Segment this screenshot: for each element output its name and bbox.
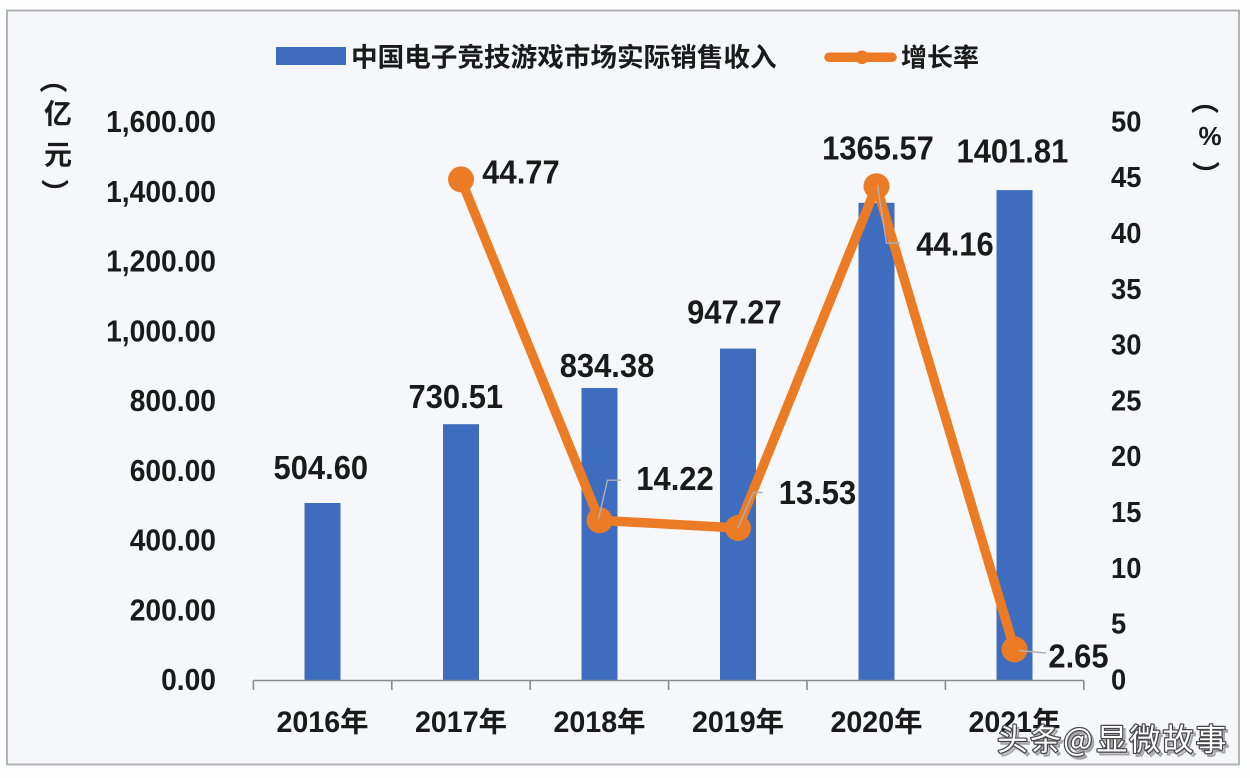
svg-text:13.53: 13.53 [779, 474, 856, 511]
svg-text:2.65: 2.65 [1048, 638, 1108, 675]
svg-text:947.27: 947.27 [687, 294, 782, 331]
svg-text:35: 35 [1111, 274, 1141, 306]
svg-text:45: 45 [1111, 162, 1141, 194]
svg-text:1,400.00: 1,400.00 [106, 175, 216, 209]
svg-text:1,200.00: 1,200.00 [106, 245, 216, 279]
svg-text:800.00: 800.00 [130, 384, 216, 418]
svg-text:1,600.00: 1,600.00 [106, 105, 216, 139]
svg-text:2017: 2017 [415, 706, 479, 739]
svg-text:44.77: 44.77 [482, 154, 559, 191]
svg-text:40: 40 [1111, 218, 1141, 250]
svg-text:2018: 2018 [554, 706, 618, 739]
svg-text:%: % [1198, 121, 1221, 151]
svg-text:2019: 2019 [692, 706, 756, 739]
svg-text:600.00: 600.00 [130, 454, 216, 488]
svg-text:0.00: 0.00 [161, 663, 216, 697]
svg-text:504.60: 504.60 [274, 449, 369, 486]
svg-text:5: 5 [1111, 609, 1126, 641]
svg-text:2020: 2020 [831, 706, 895, 739]
svg-text:30: 30 [1111, 330, 1141, 362]
svg-text:1365.57: 1365.57 [822, 129, 934, 166]
svg-text:200.00: 200.00 [130, 593, 216, 627]
svg-text:1401.81: 1401.81 [957, 133, 1069, 170]
svg-text:2016: 2016 [277, 706, 341, 739]
svg-text:10: 10 [1111, 553, 1141, 585]
svg-text:400.00: 400.00 [130, 524, 216, 558]
svg-text:834.38: 834.38 [560, 347, 655, 384]
svg-text:14.22: 14.22 [636, 460, 713, 497]
svg-text:1,000.00: 1,000.00 [106, 314, 216, 348]
svg-text:730.51: 730.51 [409, 378, 504, 415]
svg-text:20: 20 [1111, 441, 1141, 473]
svg-text:50: 50 [1111, 106, 1141, 138]
svg-text:44.16: 44.16 [916, 225, 993, 262]
svg-text:25: 25 [1111, 385, 1141, 417]
svg-text:15: 15 [1111, 497, 1141, 529]
svg-text:0: 0 [1111, 664, 1126, 696]
